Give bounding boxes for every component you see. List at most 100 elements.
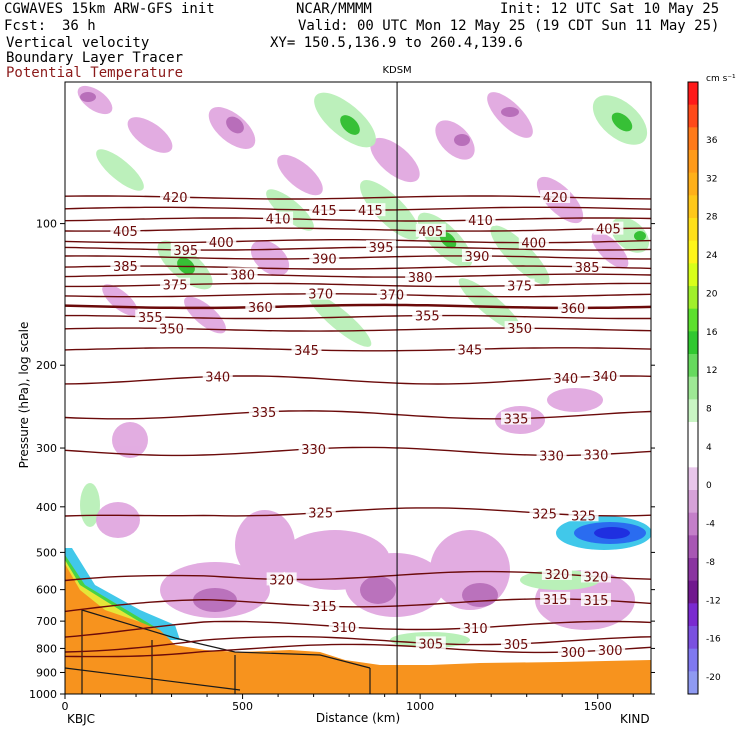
isentrope-label-bg: [589, 369, 620, 383]
colorbar-tick-label: -16: [706, 635, 721, 645]
isentrope-label-bg: [557, 300, 588, 314]
isentrope-label-bg: [518, 235, 549, 249]
isentrope-385: [65, 265, 651, 270]
x-tick-label: 500: [232, 700, 253, 713]
isentrope-label-bg: [309, 203, 340, 217]
isentrope-label-bg: [291, 342, 322, 356]
colorbar-tick-label: 0: [706, 481, 712, 491]
isentrope-label-bg: [135, 309, 166, 323]
colorbar-swatch: [688, 240, 698, 264]
isentrope-label-375: 375: [163, 279, 188, 294]
y-tick-label: 600: [36, 584, 57, 597]
isentrope-305: [65, 635, 651, 653]
isentrope-label-420: 420: [163, 191, 188, 206]
isentrope-label-330: 330: [584, 449, 609, 464]
isentrope-label-410: 410: [266, 213, 291, 228]
isentrope-label-bg: [305, 286, 336, 300]
isentrope-label-325: 325: [308, 507, 333, 522]
colorbar-frame: [687, 81, 699, 695]
isentrope-label-bg: [266, 572, 297, 586]
colorbar-tick-label: 8: [706, 405, 712, 415]
isentrope-label-bg: [572, 259, 603, 273]
field-vertical-velocity: Vertical velocity: [6, 35, 150, 51]
isentrope-label-405: 405: [113, 225, 138, 240]
isentrope-label-bg: [529, 506, 560, 520]
isentrope-label-bg: [160, 277, 191, 291]
colorbar-swatch: [688, 376, 698, 400]
isentrope-label-bg: [248, 404, 279, 418]
isentrope-label-370: 370: [308, 288, 333, 303]
y-tick-label: 1000: [29, 688, 57, 701]
isentrope-label-bg: [550, 370, 581, 384]
colorbar-tick-label: 16: [706, 328, 718, 338]
y-tick-label: 900: [36, 666, 57, 679]
isentrope-label-400: 400: [209, 236, 234, 251]
isentrope-label-420: 420: [543, 191, 568, 206]
colorbar-unit: cm s⁻¹: [706, 74, 736, 84]
isentrope-label-bg: [580, 447, 611, 461]
isentrope-label-bg: [110, 259, 141, 273]
colorbar-swatch: [688, 671, 698, 695]
isentrope-label-305: 305: [418, 637, 443, 652]
isentrope-label-325: 325: [571, 509, 596, 524]
colorbar-tick-label: 12: [706, 366, 717, 376]
left-endpoint-label: KBJC: [67, 712, 95, 726]
theta-labels: 300 300 305 305 310 310 315 315 315 320 320 320 325 3…: [110, 190, 626, 661]
colorbar-swatch: [688, 286, 698, 310]
isentrope-label-bg: [540, 591, 571, 605]
isentrope-label-bg: [309, 599, 340, 613]
y-tick-label: 100: [36, 218, 57, 231]
isentrope-label-340: 340: [553, 372, 578, 387]
colorbar-swatch: [688, 399, 698, 423]
isentrope-label-bg: [309, 251, 340, 265]
isentrope-label-bg: [376, 287, 407, 301]
isentrope-label-bg: [568, 508, 599, 522]
init-time: Init: 12 UTC Sat 10 May 25: [500, 1, 720, 17]
colorbar-swatch: [688, 603, 698, 627]
colorbar-swatch: [688, 490, 698, 514]
colorbar-tick-label: -20: [706, 673, 721, 683]
isentrope-label-bg: [454, 342, 485, 356]
isentrope-label-370: 370: [379, 289, 404, 304]
isentrope-label-bg: [536, 448, 567, 462]
colorbar-tick-label: 4: [706, 443, 712, 453]
y-tick-label: 300: [36, 442, 57, 455]
vertical-velocity-field: [65, 85, 651, 648]
org-label: NCAR/MMMM: [296, 1, 372, 17]
isentrope-label-385: 385: [575, 261, 600, 276]
isentrope-label-bg: [263, 211, 294, 225]
isentrope-label-330: 330: [301, 443, 326, 458]
isentrope-label-415: 415: [312, 204, 337, 219]
forecast-hour: 36 h: [62, 18, 96, 34]
isentrope-label-355: 355: [415, 310, 440, 325]
isentrope-395: [65, 246, 651, 251]
x-axis-label: Distance (km): [316, 711, 400, 725]
isentrope-label-325: 325: [532, 507, 557, 522]
isentrope-label-315: 315: [584, 594, 609, 609]
isentrope-label-405: 405: [418, 225, 443, 240]
isentrope-label-400: 400: [521, 237, 546, 252]
isentrope-label-bg: [461, 248, 492, 262]
isentrope-label-395: 395: [173, 244, 198, 259]
isentrope-360: [65, 303, 651, 310]
isentrope-label-395: 395: [369, 241, 394, 256]
field-boundary-layer-tracer: Boundary Layer Tracer: [6, 50, 184, 66]
isentrope-label-380: 380: [408, 271, 433, 286]
isentrope-label-bg: [328, 619, 359, 633]
colorbar-tick-label: 32: [706, 174, 717, 184]
colorbar-swatch: [688, 195, 698, 219]
isentrope-390: [65, 255, 651, 260]
y-tick-label: 700: [36, 615, 57, 628]
isentrope-label-320: 320: [584, 570, 609, 585]
colorbar-swatch: [688, 444, 698, 468]
isentrope-300: [65, 643, 651, 658]
isentrope-400: [65, 239, 651, 244]
model-title: CGWAVES 15km ARW-GFS init: [4, 1, 215, 17]
isentrope-label-bg: [460, 620, 491, 634]
isentrope-label-bg: [206, 234, 237, 248]
isentrope-label-bg: [593, 221, 624, 235]
colorbar-swatch: [688, 104, 698, 128]
isentrope-label-385: 385: [113, 260, 138, 275]
colorbar-tick-label: -8: [706, 558, 715, 568]
